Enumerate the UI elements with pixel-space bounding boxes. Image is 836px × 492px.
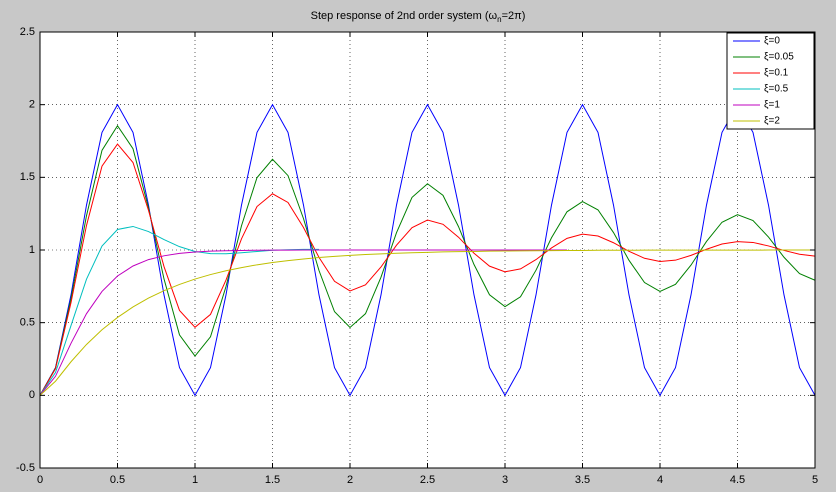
x-tick-label: 1.5	[265, 474, 280, 486]
x-tick-label: 0.5	[110, 474, 125, 486]
legend-label: ξ=2	[764, 116, 780, 127]
y-tick-label: 1	[29, 244, 35, 256]
series-line	[39, 143, 816, 396]
x-tick-label: 4	[657, 474, 663, 486]
series-line	[39, 249, 816, 396]
axes: 0 0.5 1 1.5 2 2.5 3 3.5 4 4.5 5-0.500.511.522.5	[16, 26, 818, 486]
x-tick-label: 3	[502, 474, 508, 486]
y-tick-label: 0.5	[20, 317, 35, 329]
x-tick-label: 2	[347, 474, 353, 486]
lines	[39, 103, 816, 397]
legend-label: ξ=0.05	[764, 52, 794, 63]
x-tick-label: 1	[192, 474, 198, 486]
legend: ξ=0 ξ=0.05 ξ=0.1 ξ=0.5 ξ=1 ξ=2	[726, 32, 815, 130]
x-tick-label: 3.5	[575, 474, 590, 486]
x-tick-label: 0	[37, 474, 43, 486]
legend-label: ξ=0.1	[764, 68, 789, 79]
chart-title: Step response of 2nd order system (ωn=2π…	[311, 10, 526, 24]
legend-label: ξ=0	[764, 36, 780, 47]
axes-box	[39, 31, 816, 469]
y-tick-label: -0.5	[16, 462, 35, 474]
legend-label: ξ=1	[764, 100, 780, 111]
y-tick-label: 2.5	[20, 26, 35, 38]
y-tick-label: 2	[29, 99, 35, 111]
title-sub: n	[497, 15, 501, 24]
series-line	[39, 124, 816, 396]
series-line	[39, 249, 567, 396]
y-tick-label: 0	[29, 389, 35, 401]
legend-box	[726, 32, 815, 130]
title-end: =2π)	[502, 10, 526, 22]
y-tick-label: 1.5	[20, 171, 35, 183]
series-line	[39, 103, 816, 397]
x-tick-label: 5	[812, 474, 818, 486]
legend-label: ξ=0.5	[764, 84, 789, 95]
x-tick-label: 2.5	[420, 474, 435, 486]
x-tick-label: 4.5	[730, 474, 745, 486]
title-main: Step response of 2nd order system (ω	[311, 10, 498, 22]
